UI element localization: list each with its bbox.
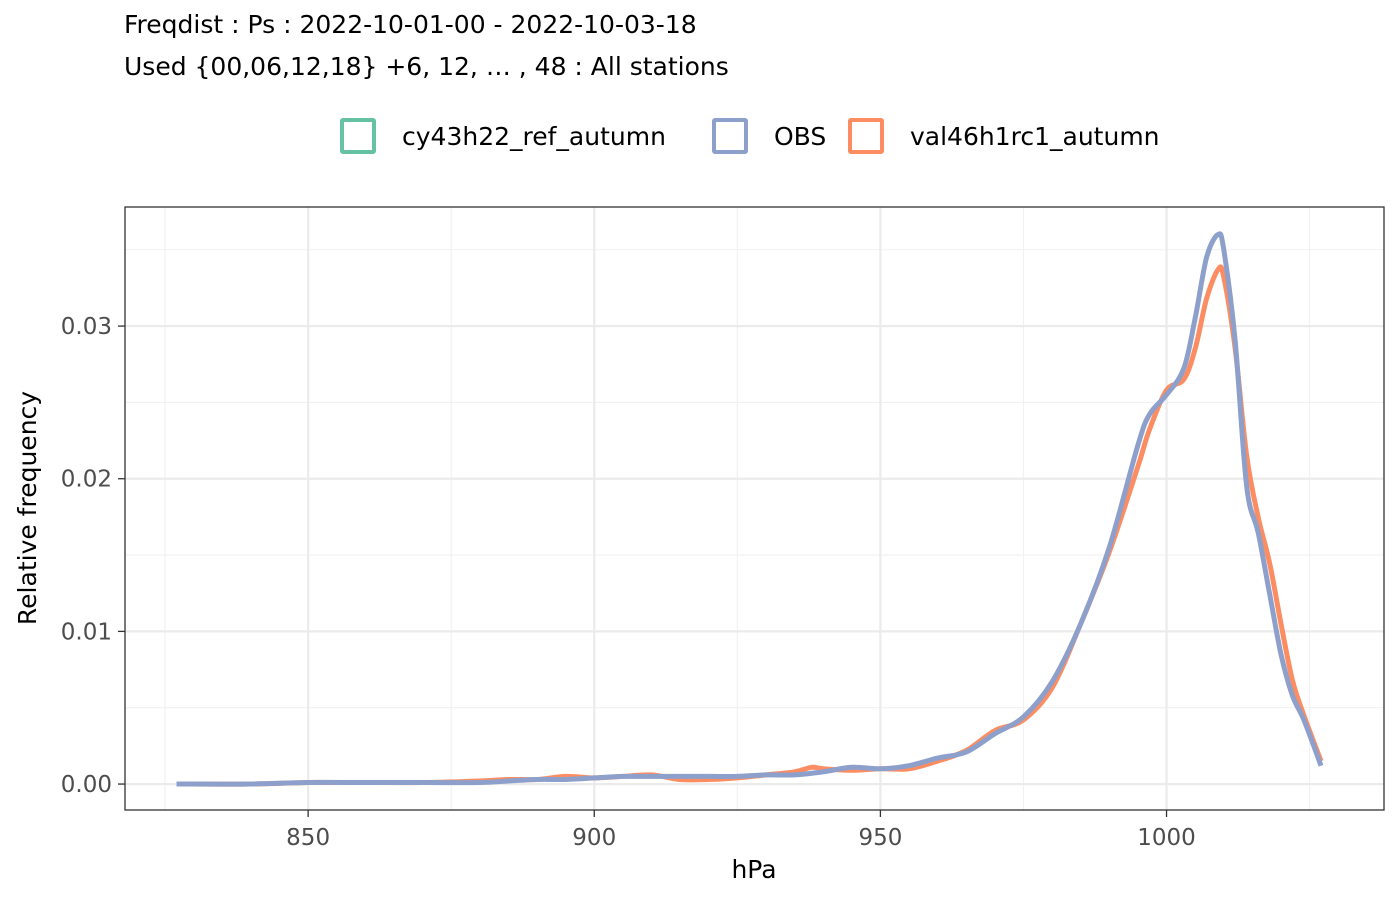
legend-key-obs [712,118,748,154]
legend-label-val46h1rc1: val46h1rc1_autumn [910,122,1160,151]
legend-label-cy43h22: cy43h22_ref_autumn [402,122,666,151]
panel-border [124,206,1385,811]
series-line-OBS [176,231,1324,787]
y-tick-label: 0.01 [61,619,112,645]
x-tick-label: 900 [572,825,616,851]
y-tick-label: 0.00 [61,772,112,798]
grid [125,207,1384,810]
x-tick-label: 950 [858,825,902,851]
chart-subtitle: Used {00,06,12,18} +6, 12, … , 48 : All … [124,52,729,81]
x-tick-label: 850 [286,825,330,851]
axes: 850 900 950 1000 0.00 0.01 0.02 0.03 [61,314,1196,851]
y-tick-label: 0.03 [61,314,112,340]
y-axis-title: Relative frequency [13,391,42,625]
legend-label-obs: OBS [774,122,827,151]
x-axis-title: hPa [731,855,776,884]
x-tick-label: 1000 [1137,825,1196,851]
series-lines [176,231,1324,787]
series-line-val46h1rc1_autumn [176,264,1324,787]
legend-key-cy43h22 [340,118,376,154]
legend: cy43h22_ref_autumn OBS val46h1rc1_autumn [0,116,1400,160]
y-tick-label: 0.02 [61,467,112,493]
legend-key-val46h1rc1 [848,118,884,154]
chart-title: Freqdist : Ps : 2022-10-01-00 - 2022-10-… [124,10,697,39]
